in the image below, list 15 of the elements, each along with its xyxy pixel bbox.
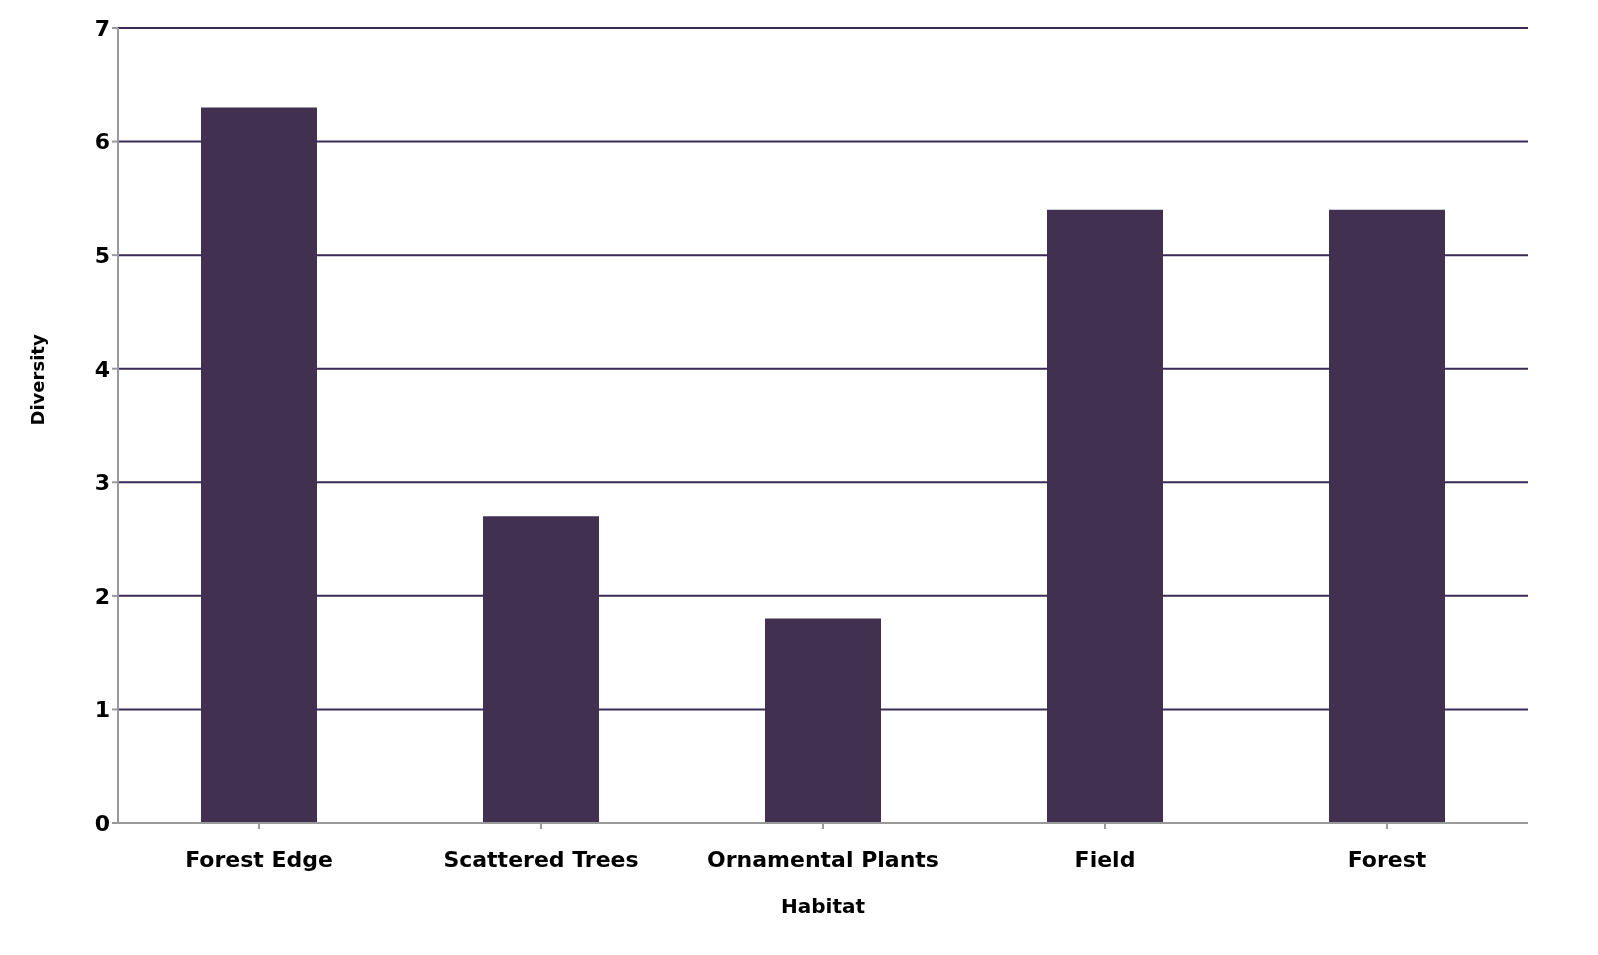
y-tick-label: 4: [94, 356, 110, 382]
x-tick-label: Scattered Trees: [443, 846, 639, 872]
x-tick-label: Forest Edge: [185, 846, 333, 872]
x-axis-title: Habitat: [780, 894, 866, 918]
y-axis-title: Diversity: [27, 334, 49, 426]
y-tick-label: 6: [94, 129, 110, 155]
y-tick-label: 1: [94, 697, 110, 723]
y-tick-label: 5: [94, 242, 110, 268]
y-tick-label: 0: [94, 810, 110, 836]
x-tick-label: Forest: [1347, 846, 1427, 872]
y-tick-label: 2: [94, 583, 110, 609]
y-tick-label: 3: [94, 470, 110, 496]
x-tick-label: Field: [1074, 846, 1136, 872]
x-tick-label: Ornamental Plants: [707, 846, 939, 872]
y-tick-label: 7: [94, 15, 110, 41]
